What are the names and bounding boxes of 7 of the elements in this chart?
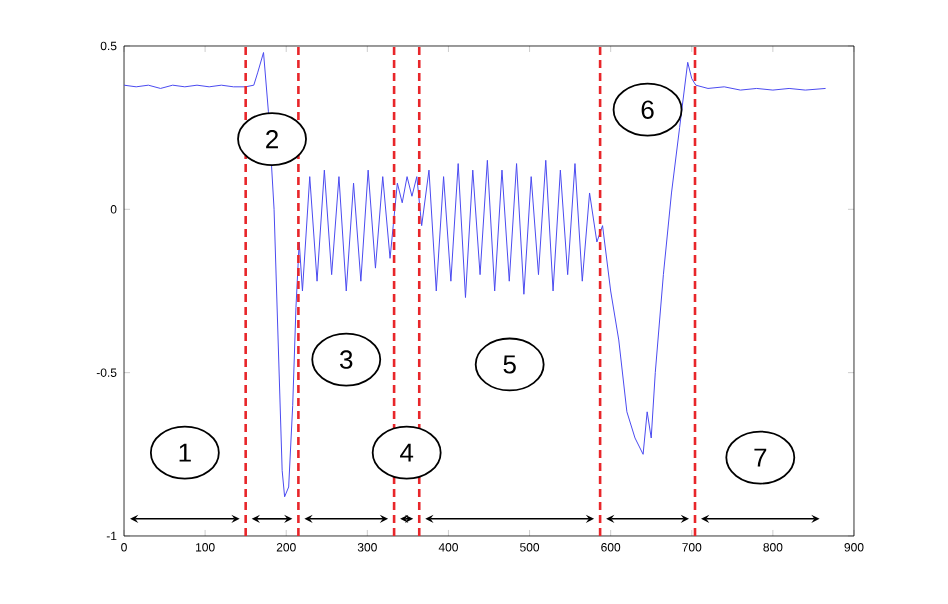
annotation: 5 — [503, 355, 516, 374]
annotation: 7 — [754, 448, 767, 467]
annotation: 1 — [179, 443, 191, 462]
annotation: 3 — [340, 350, 353, 369]
annotation: 4 — [400, 443, 414, 462]
annotation: 2 — [266, 130, 278, 149]
annotation: 6 — [641, 100, 654, 119]
